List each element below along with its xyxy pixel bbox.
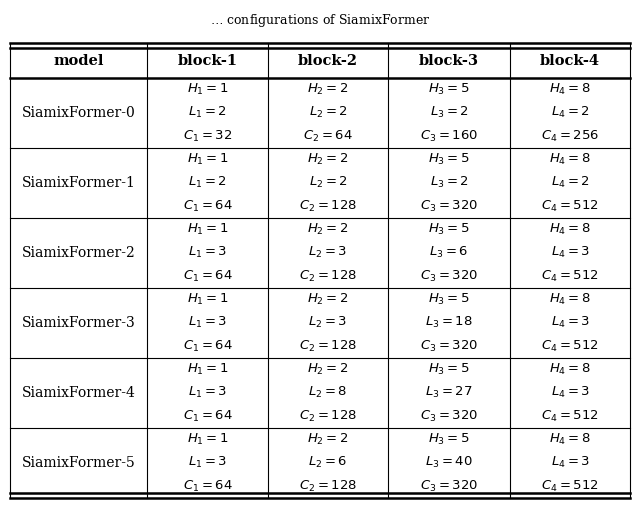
Text: $H_1 = 1$: $H_1 = 1$	[187, 152, 228, 167]
Text: $H_4 = 8$: $H_4 = 8$	[549, 222, 591, 237]
Text: model: model	[53, 53, 104, 68]
Text: $C_2 = 128$: $C_2 = 128$	[299, 409, 357, 423]
Text: SiamixFormer-3: SiamixFormer-3	[22, 316, 136, 330]
Text: $H_4 = 8$: $H_4 = 8$	[549, 362, 591, 377]
Text: $C_2 = 128$: $C_2 = 128$	[299, 478, 357, 494]
Text: $C_3 = 320$: $C_3 = 320$	[420, 269, 478, 284]
Text: $L_1 = 2$: $L_1 = 2$	[188, 175, 227, 190]
Text: $H_2 = 2$: $H_2 = 2$	[307, 82, 349, 97]
Text: $L_3 = 2$: $L_3 = 2$	[429, 105, 468, 121]
Text: SiamixFormer-4: SiamixFormer-4	[22, 386, 136, 400]
Text: $C_2 = 64$: $C_2 = 64$	[303, 129, 353, 144]
Text: $H_1 = 1$: $H_1 = 1$	[187, 222, 228, 237]
Text: $L_4 = 2$: $L_4 = 2$	[550, 105, 589, 121]
Text: $H_3 = 5$: $H_3 = 5$	[428, 82, 470, 97]
Text: $H_4 = 8$: $H_4 = 8$	[549, 432, 591, 447]
Text: $L_2 = 2$: $L_2 = 2$	[308, 105, 348, 121]
Text: $L_3 = 27$: $L_3 = 27$	[425, 385, 473, 401]
Text: $L_3 = 2$: $L_3 = 2$	[429, 175, 468, 190]
Text: block-4: block-4	[540, 53, 600, 68]
Text: $H_2 = 2$: $H_2 = 2$	[307, 222, 349, 237]
Text: $L_2 = 8$: $L_2 = 8$	[308, 385, 348, 401]
Text: $H_1 = 1$: $H_1 = 1$	[187, 362, 228, 377]
Text: block-2: block-2	[298, 53, 358, 68]
Text: $L_1 = 2$: $L_1 = 2$	[188, 105, 227, 121]
Text: $L_1 = 3$: $L_1 = 3$	[188, 315, 227, 330]
Text: $H_1 = 1$: $H_1 = 1$	[187, 82, 228, 97]
Text: $L_1 = 3$: $L_1 = 3$	[188, 245, 227, 261]
Text: $H_4 = 8$: $H_4 = 8$	[549, 82, 591, 97]
Text: $L_4 = 3$: $L_4 = 3$	[550, 245, 590, 261]
Text: $C_4 = 512$: $C_4 = 512$	[541, 199, 599, 214]
Text: $C_4 = 256$: $C_4 = 256$	[541, 129, 599, 144]
Text: $C_1 = 64$: $C_1 = 64$	[182, 269, 232, 284]
Text: $H_4 = 8$: $H_4 = 8$	[549, 292, 591, 307]
Text: SiamixFormer-1: SiamixFormer-1	[22, 176, 136, 190]
Text: $C_1 = 64$: $C_1 = 64$	[182, 199, 232, 214]
Text: $H_1 = 1$: $H_1 = 1$	[187, 292, 228, 307]
Text: $C_3 = 320$: $C_3 = 320$	[420, 409, 478, 423]
Text: $H_2 = 2$: $H_2 = 2$	[307, 432, 349, 447]
Text: $C_1 = 64$: $C_1 = 64$	[182, 338, 232, 354]
Text: SiamixFormer-2: SiamixFormer-2	[22, 246, 136, 260]
Text: $H_2 = 2$: $H_2 = 2$	[307, 292, 349, 307]
Text: $L_2 = 6$: $L_2 = 6$	[308, 455, 348, 470]
Text: $L_1 = 3$: $L_1 = 3$	[188, 385, 227, 401]
Text: $C_3 = 320$: $C_3 = 320$	[420, 478, 478, 494]
Text: $C_4 = 512$: $C_4 = 512$	[541, 338, 599, 354]
Text: $C_4 = 512$: $C_4 = 512$	[541, 269, 599, 284]
Text: $L_4 = 3$: $L_4 = 3$	[550, 385, 590, 401]
Text: $L_3 = 18$: $L_3 = 18$	[425, 315, 473, 330]
Text: block-1: block-1	[177, 53, 237, 68]
Text: $C_1 = 64$: $C_1 = 64$	[182, 409, 232, 423]
Text: block-3: block-3	[419, 53, 479, 68]
Text: SiamixFormer-5: SiamixFormer-5	[22, 456, 136, 470]
Text: $L_3 = 6$: $L_3 = 6$	[429, 245, 469, 261]
Text: $L_4 = 2$: $L_4 = 2$	[550, 175, 589, 190]
Text: $C_4 = 512$: $C_4 = 512$	[541, 478, 599, 494]
Text: $C_2 = 128$: $C_2 = 128$	[299, 199, 357, 214]
Text: $C_3 = 160$: $C_3 = 160$	[420, 129, 478, 144]
Text: $H_4 = 8$: $H_4 = 8$	[549, 152, 591, 167]
Text: $L_4 = 3$: $L_4 = 3$	[550, 455, 590, 470]
Text: SiamixFormer-0: SiamixFormer-0	[22, 106, 136, 120]
Text: $H_3 = 5$: $H_3 = 5$	[428, 292, 470, 307]
Text: $C_2 = 128$: $C_2 = 128$	[299, 269, 357, 284]
Text: $H_3 = 5$: $H_3 = 5$	[428, 222, 470, 237]
Text: $\ldots$ configurations of SiamixFormer: $\ldots$ configurations of SiamixFormer	[210, 12, 430, 29]
Text: $L_4 = 3$: $L_4 = 3$	[550, 315, 590, 330]
Text: $C_1 = 32$: $C_1 = 32$	[183, 129, 232, 144]
Text: $C_3 = 320$: $C_3 = 320$	[420, 338, 478, 354]
Text: $L_2 = 3$: $L_2 = 3$	[308, 315, 348, 330]
Text: $C_4 = 512$: $C_4 = 512$	[541, 409, 599, 423]
Text: $H_3 = 5$: $H_3 = 5$	[428, 362, 470, 377]
Text: $C_2 = 128$: $C_2 = 128$	[299, 338, 357, 354]
Text: $L_2 = 3$: $L_2 = 3$	[308, 245, 348, 261]
Text: $H_3 = 5$: $H_3 = 5$	[428, 432, 470, 447]
Text: $L_2 = 2$: $L_2 = 2$	[308, 175, 348, 190]
Text: $H_3 = 5$: $H_3 = 5$	[428, 152, 470, 167]
Text: $H_2 = 2$: $H_2 = 2$	[307, 362, 349, 377]
Text: $C_1 = 64$: $C_1 = 64$	[182, 478, 232, 494]
Text: $C_3 = 320$: $C_3 = 320$	[420, 199, 478, 214]
Text: $H_2 = 2$: $H_2 = 2$	[307, 152, 349, 167]
Text: $L_1 = 3$: $L_1 = 3$	[188, 455, 227, 470]
Text: $H_1 = 1$: $H_1 = 1$	[187, 432, 228, 447]
Text: $L_3 = 40$: $L_3 = 40$	[425, 455, 473, 470]
